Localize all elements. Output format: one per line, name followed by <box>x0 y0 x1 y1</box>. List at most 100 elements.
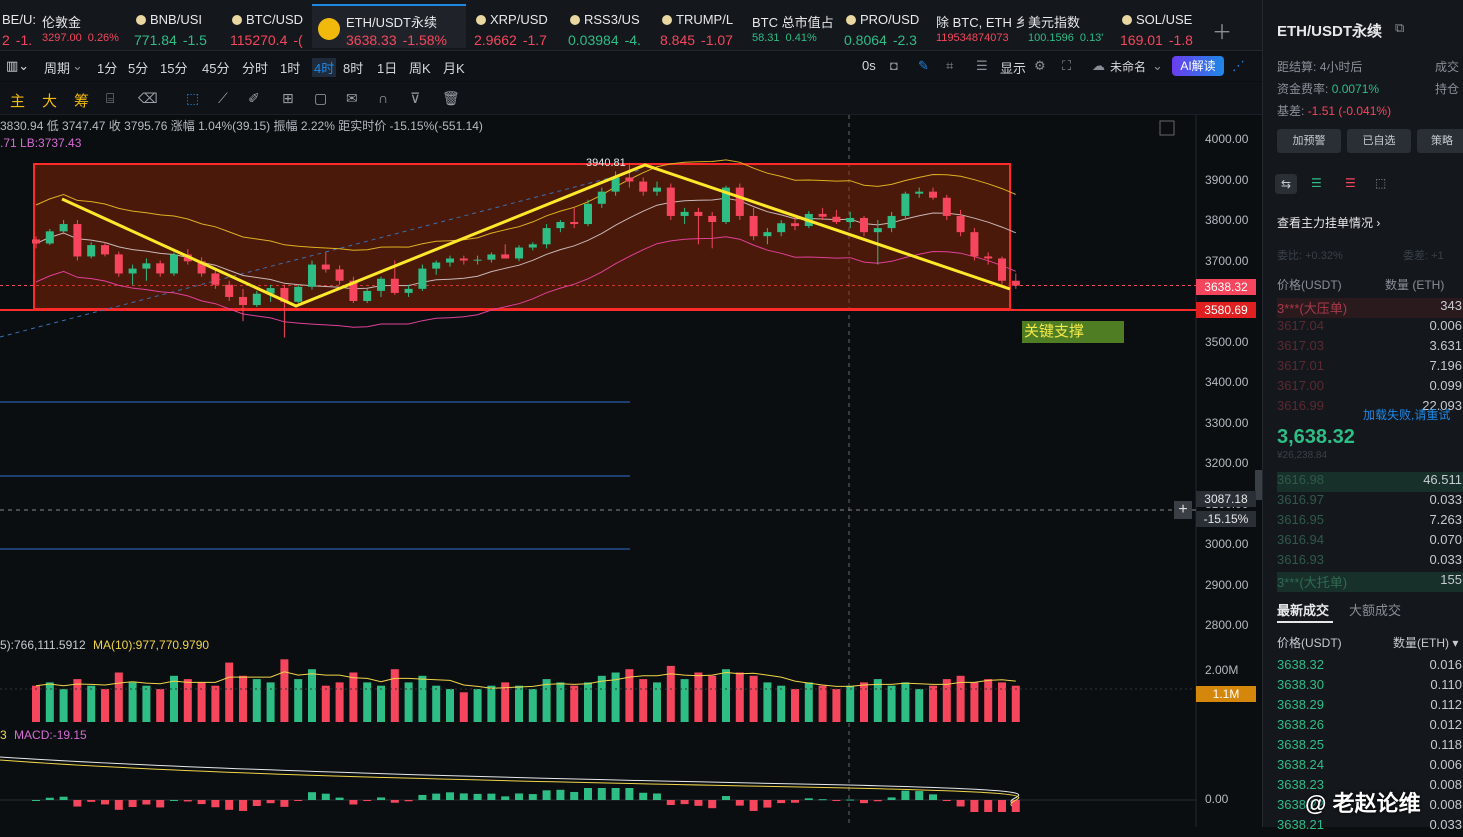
layout-name-dropdown[interactable]: 未命名 <box>1110 60 1147 74</box>
orderbook-row[interactable]: 3***(大压单) 343 <box>1277 298 1463 318</box>
orderbook-row[interactable]: 3616.93 0.033 <box>1277 552 1462 567</box>
macd-histogram-bar <box>225 800 234 810</box>
chevron-down-icon[interactable]: ⌄ <box>72 58 83 73</box>
period-dropdown[interactable]: 周期 <box>44 61 71 76</box>
interval-1[interactable]: 5分 <box>128 61 149 76</box>
ticker-item[interactable]: RSS3/US 0.03984 -4. <box>566 6 654 48</box>
trade-row[interactable]: 3638.29 0.112 <box>1277 697 1462 712</box>
line-tool-icon[interactable]: ⟋ <box>218 90 228 106</box>
add-alert-button[interactable]: 加预警 <box>1277 129 1341 153</box>
fullscreen-icon[interactable]: ⛶ <box>1062 58 1072 73</box>
favorite-button[interactable]: 已自选 <box>1347 129 1411 153</box>
magnet-icon[interactable]: ∩ <box>378 90 389 106</box>
large-order-toggle[interactable]: 大 <box>42 93 58 110</box>
add-ticker-icon[interactable]: ＋ <box>1212 22 1232 44</box>
tab-large-trades[interactable]: 大额成交 <box>1349 603 1402 618</box>
orderbook-row[interactable]: 3617.00 0.099 <box>1277 378 1462 393</box>
camera-icon[interactable]: ◘ <box>890 58 898 73</box>
lock-icon[interactable]: ▢ <box>314 90 328 106</box>
interval-3[interactable]: 45分 <box>202 61 230 76</box>
major-orders-link[interactable]: 查看主力挂单情况 › <box>1277 216 1381 230</box>
candle-body <box>611 177 620 192</box>
chevron-down-icon[interactable]: ⌄ <box>1152 58 1163 73</box>
orderbook-row[interactable]: 3616.97 0.033 <box>1277 492 1462 507</box>
ruler-icon[interactable]: ⌸ <box>106 90 115 106</box>
ticker-item[interactable]: BE/U: 2 -1. <box>0 6 36 48</box>
interval-6[interactable]: 4时 <box>312 58 337 77</box>
orderbook-row[interactable]: 3616.98 46.511 <box>1277 472 1463 492</box>
orderbook-row[interactable]: 3616.95 7.263 <box>1277 512 1462 527</box>
note-tool-icon[interactable]: ✉ <box>346 90 358 106</box>
candle-body <box>211 273 220 285</box>
tab-latest-trades[interactable]: 最新成交 <box>1277 603 1330 618</box>
interval-2[interactable]: 15分 <box>160 61 188 76</box>
orderbook-row[interactable]: 3616.99 22.093 <box>1277 398 1462 413</box>
coin-icon <box>662 15 672 25</box>
ticker-item[interactable]: XRP/USD 2.9662 -1.7 <box>472 6 562 48</box>
orderbook-both-icon[interactable]: ⇆ <box>1275 174 1297 194</box>
orderbook-row[interactable]: 3617.03 3.631 <box>1277 338 1462 353</box>
chart-type-icon[interactable]: ▥⌄ <box>6 58 30 73</box>
orderbook-settings-icon[interactable]: ⬚ <box>1375 176 1387 190</box>
trade-row[interactable]: 3638.32 0.016 <box>1277 657 1462 672</box>
price-axis-tick: 2900.00 <box>1205 577 1249 592</box>
ticker-item[interactable]: ETH/USDT永续 3638.33 -1.58% <box>312 4 466 48</box>
filter-icon[interactable]: ⊽ <box>410 90 421 106</box>
ticker-item[interactable]: BTC/USD 115270.4 -( <box>228 6 308 48</box>
volume-ma-line <box>35 671 1016 689</box>
strategy-button[interactable]: 策略 <box>1417 129 1463 153</box>
cloud-icon[interactable]: ☁ <box>1092 58 1105 73</box>
interval-4[interactable]: 分时 <box>242 61 269 76</box>
pattern-tool-icon[interactable]: ⊞ <box>282 90 294 106</box>
ticker-item[interactable]: SOL/USE 169.01 -1.8 <box>1118 6 1198 48</box>
gear-icon[interactable]: ⚙ <box>1034 58 1046 73</box>
add-order-icon[interactable]: + <box>1174 501 1192 519</box>
orderbook-row[interactable]: 3***(大托单) 155 <box>1277 572 1463 592</box>
pencil-icon[interactable]: ✎ <box>918 58 929 73</box>
trade-row[interactable]: 3638.22 0.008 <box>1277 797 1462 812</box>
ticker-item[interactable]: PRO/USD 0.8064 -2.3 <box>842 6 932 48</box>
interval-0[interactable]: 1分 <box>97 61 118 76</box>
ticker-item[interactable]: BNB/USI 771.84 -1.5 <box>132 6 224 48</box>
orderbook-asks-icon[interactable]: ☰ <box>1345 176 1356 190</box>
orderbook-row[interactable]: 3617.04 0.006 <box>1277 318 1462 333</box>
volume-bar <box>846 685 855 722</box>
trade-row[interactable]: 3638.23 0.008 <box>1277 777 1462 792</box>
ai-analysis-button[interactable]: AI解读 <box>1172 56 1224 76</box>
orderbook-row[interactable]: 3616.94 0.070 <box>1277 532 1462 547</box>
interval-5[interactable]: 1时 <box>280 61 301 76</box>
price-chart[interactable]: 3940.81 <box>0 115 1262 827</box>
trade-row[interactable]: 3638.24 0.006 <box>1277 757 1462 772</box>
display-button[interactable]: 显示 <box>1000 61 1027 76</box>
interval-7[interactable]: 8时 <box>343 61 364 76</box>
macd-histogram-bar <box>653 793 661 800</box>
volume-bar <box>584 682 592 722</box>
ticker-item[interactable]: TRUMP/L 8.845 -1.07 <box>658 6 748 48</box>
crop-icon[interactable]: ⌗ <box>946 58 954 73</box>
chips-toggle[interactable]: 筹 <box>74 93 90 110</box>
orderbook-bids-icon[interactable]: ☰ <box>1311 176 1322 190</box>
ticker-item[interactable]: 除 BTC, ETH 乡 119534874073 <box>936 6 1024 48</box>
ticker-item[interactable]: 伦敦金 3297.00 0.26% <box>40 6 128 48</box>
share-icon[interactable]: ⋰ <box>1232 58 1245 73</box>
pen-tool-icon[interactable]: ✐ <box>248 90 260 106</box>
interval-9[interactable]: 周K <box>409 61 431 76</box>
eraser-icon[interactable]: ⌫ <box>138 90 158 106</box>
cursor-icon[interactable]: ⬚ <box>186 90 200 106</box>
orderbook-row[interactable]: 3617.01 7.196 <box>1277 358 1462 373</box>
main-indicator-toggle[interactable]: 主 <box>10 93 26 110</box>
ticker-item[interactable]: BTC 总市值占 58.31 0.41% <box>752 6 838 48</box>
interval-8[interactable]: 1日 <box>377 61 398 76</box>
load-failed-message[interactable]: 加载失败,请重试 <box>1363 408 1451 422</box>
ticker-item[interactable]: 美元指数 100.1596 0.13' <box>1028 6 1114 48</box>
trade-row[interactable]: 3638.21 0.033 <box>1277 817 1462 832</box>
trade-row[interactable]: 3638.30 0.110 <box>1277 677 1462 692</box>
trade-row[interactable]: 3638.25 0.118 <box>1277 737 1462 752</box>
trash-icon[interactable]: 🗑 <box>442 90 460 106</box>
list-icon[interactable]: ☰ <box>976 58 988 73</box>
interval-10[interactable]: 月K <box>443 61 465 76</box>
macd-histogram-bar <box>998 800 1006 812</box>
copy-icon[interactable]: ⧉ <box>1395 20 1405 35</box>
trade-row[interactable]: 3638.26 0.012 <box>1277 717 1462 732</box>
macd-histogram-bar <box>804 798 813 800</box>
